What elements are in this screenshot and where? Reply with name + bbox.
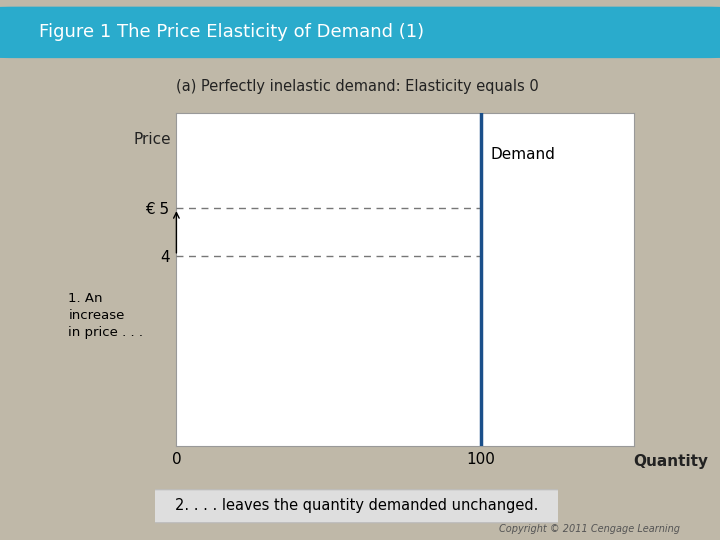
- FancyBboxPatch shape: [149, 490, 564, 523]
- Text: 2. . . . leaves the quantity demanded unchanged.: 2. . . . leaves the quantity demanded un…: [175, 498, 538, 513]
- Text: Demand: Demand: [490, 146, 555, 161]
- Text: Quantity: Quantity: [634, 454, 708, 469]
- Text: Figure 1 The Price Elasticity of Demand (1): Figure 1 The Price Elasticity of Demand …: [39, 23, 423, 42]
- Text: (a) Perfectly inelastic demand: Elasticity equals 0: (a) Perfectly inelastic demand: Elastici…: [176, 79, 539, 94]
- FancyBboxPatch shape: [0, 8, 720, 57]
- Text: Copyright © 2011 Cengage Learning: Copyright © 2011 Cengage Learning: [500, 523, 680, 534]
- Text: Price: Price: [133, 132, 171, 147]
- Text: 1. An
increase
in price . . .: 1. An increase in price . . .: [68, 292, 143, 340]
